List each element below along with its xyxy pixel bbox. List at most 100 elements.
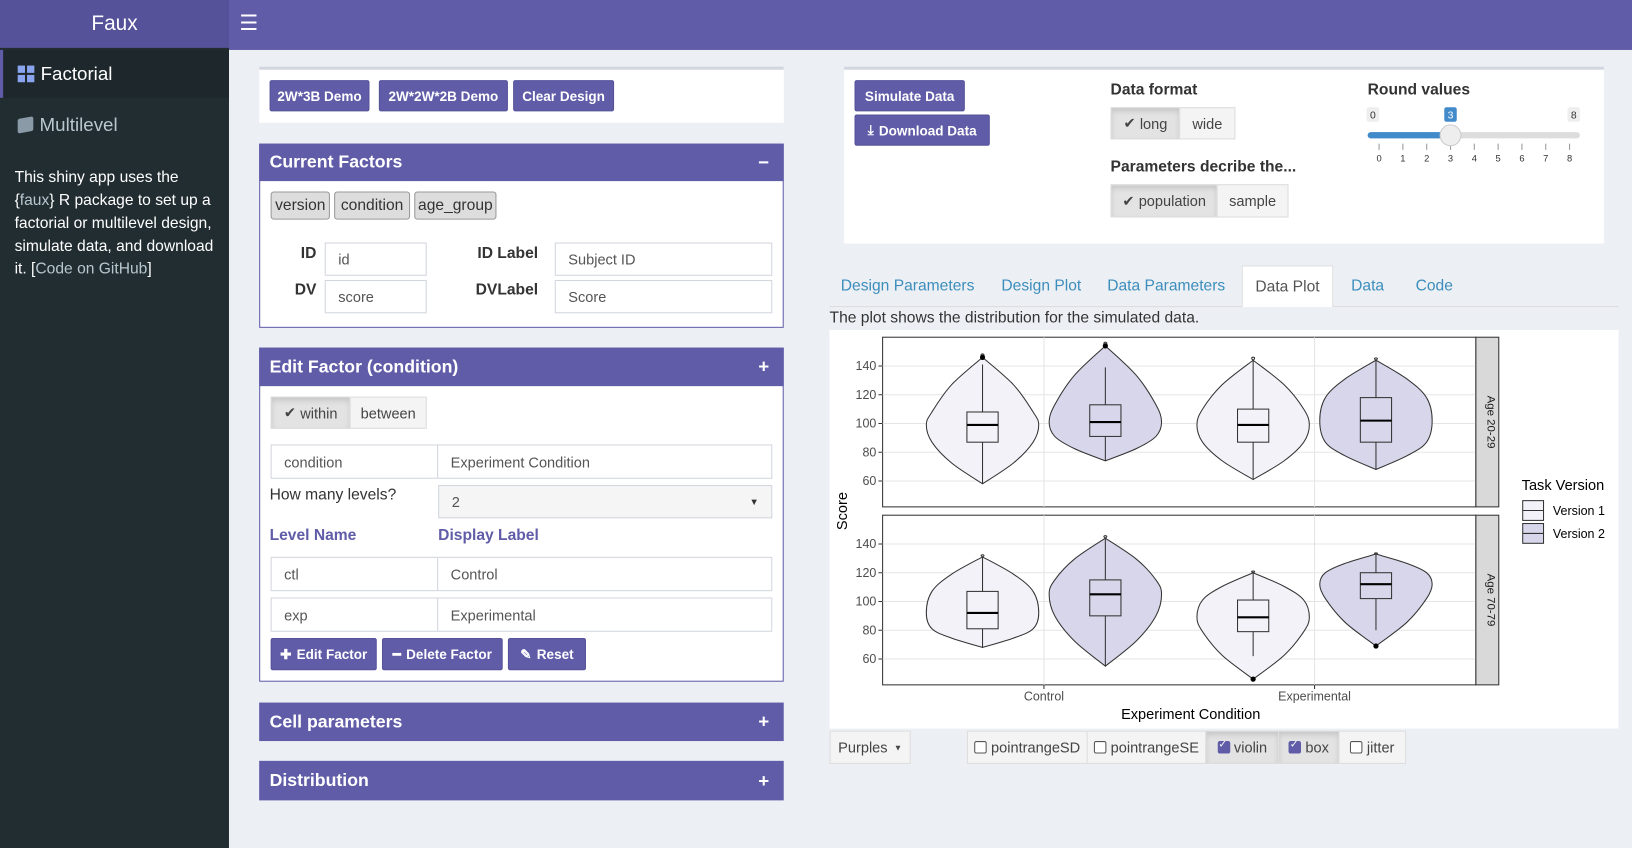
tab-active[interactable]: Data Plot <box>1241 265 1334 308</box>
checkbox-box <box>1288 739 1302 754</box>
button[interactable]: ━ Delete Factor <box>381 638 503 671</box>
tab[interactable]: Data <box>1351 276 1385 295</box>
slider-handle <box>1439 124 1462 147</box>
expand-icon[interactable]: + <box>758 769 770 791</box>
field-label: DVLabel <box>475 281 539 299</box>
y-tick-label: 100 <box>856 417 877 431</box>
checkbox[interactable]: pointrangeSE <box>1086 730 1207 764</box>
box <box>966 411 999 443</box>
box-header[interactable]: Cell parameters + <box>259 702 784 742</box>
button[interactable]: ✎ Reset <box>507 638 586 671</box>
check-icon: ✔ <box>1123 114 1136 132</box>
checkbox[interactable]: jitter <box>1338 730 1407 764</box>
box-header[interactable]: Edit Factor (condition) + <box>259 347 784 387</box>
toggle-button[interactable]: sample <box>1216 184 1289 218</box>
box-header[interactable]: Distribution + <box>259 760 784 801</box>
column-header: Display Label <box>438 526 539 545</box>
y-tick-label: 100 <box>856 595 877 609</box>
expand-icon[interactable]: + <box>758 710 770 732</box>
caret: ▼ <box>749 496 759 507</box>
column-header: Level Name <box>269 526 357 545</box>
text: } R package to set up a factorial or mul… <box>14 191 214 278</box>
sidebar <box>0 0 229 848</box>
text-input[interactable]: Control <box>437 556 773 592</box>
field-label: Round values <box>1367 81 1471 99</box>
tab[interactable]: Data Parameters <box>1107 276 1226 295</box>
button[interactable]: Clear Design <box>513 80 615 112</box>
text-input[interactable]: id <box>324 242 427 276</box>
tab-line <box>829 305 1619 308</box>
text-input[interactable]: ctl <box>270 556 439 592</box>
button[interactable]: ✚ Edit Factor <box>270 638 377 671</box>
y-tick-label: 140 <box>856 537 877 551</box>
logo: Faux <box>0 0 229 48</box>
strip-label: Age 70-79 <box>1484 574 1496 627</box>
text-input[interactable]: Subject ID <box>554 242 773 276</box>
select-value: 2 <box>451 493 460 510</box>
menu-label: Multilevel <box>39 113 118 135</box>
toggle-button[interactable]: ✔ within <box>270 396 351 429</box>
link[interactable]: faux <box>19 191 50 210</box>
y-tick-label: 80 <box>862 445 876 459</box>
check-icon: ✔ <box>1122 192 1135 209</box>
legend-label: Version 2 <box>1553 527 1605 541</box>
slider-min-box <box>1366 107 1380 122</box>
navbar <box>0 0 1632 50</box>
outlier <box>979 354 986 360</box>
menu-toggle[interactable]: ☰ <box>239 12 259 36</box>
button[interactable]: 2W*2W*2B Demo <box>378 80 508 112</box>
collapse-icon[interactable]: − <box>758 151 770 173</box>
legend-label: Version 1 <box>1553 504 1605 518</box>
menu-item[interactable]: Factorial <box>0 49 229 98</box>
checkbox-label: pointrangeSD <box>991 738 1081 756</box>
slider-value: 3 <box>1448 111 1454 122</box>
x-tick-label: Control <box>1024 689 1064 703</box>
text-input[interactable]: condition <box>270 444 439 479</box>
select[interactable]: 2 ▼ <box>438 485 773 519</box>
button[interactable]: ⤓ Download Data <box>854 114 990 146</box>
toggle-button[interactable]: ✔ long <box>1110 107 1181 140</box>
y-axis-title: Score <box>835 492 851 530</box>
box <box>966 590 999 630</box>
toggle-button[interactable]: wide <box>1179 107 1236 140</box>
factor-tag[interactable]: condition <box>334 191 411 220</box>
x-axis-title: Experiment Condition <box>1121 707 1260 723</box>
slider-tick-label: 4 <box>1472 153 1477 163</box>
factor-tag[interactable]: age_group <box>414 191 497 220</box>
button-label: long <box>1139 115 1168 132</box>
factor-tag[interactable]: version <box>270 191 330 220</box>
text-input[interactable]: score <box>324 279 427 314</box>
link[interactable]: Code on GitHub <box>35 260 148 278</box>
dropdown[interactable]: Purples ▼ <box>829 730 911 764</box>
button[interactable]: Simulate Data <box>854 80 965 112</box>
tab[interactable]: Design Parameters <box>840 276 975 295</box>
slider[interactable]: 0 8 3 0 1 2 3 4 5 6 7 8 <box>1353 104 1592 169</box>
field-label: DV <box>294 281 317 299</box>
slider-tick-label: 1 <box>1400 153 1405 163</box>
checkbox[interactable]: violin <box>1205 730 1280 764</box>
tab[interactable]: Code <box>1415 276 1453 295</box>
box <box>1089 579 1122 617</box>
toggle-button[interactable]: ✔ population <box>1110 184 1218 218</box>
checkbox-label: jitter <box>1366 738 1395 756</box>
icon <box>17 116 34 134</box>
slider-tick-label: 5 <box>1496 153 1501 163</box>
checkbox[interactable]: pointrangeSD <box>966 730 1088 764</box>
button-label: Edit Factor <box>296 646 368 662</box>
box-header[interactable]: Current Factors − <box>259 143 784 182</box>
menu-label: Factorial <box>40 62 113 84</box>
text-input[interactable]: exp <box>270 597 439 632</box>
text-input[interactable]: Experiment Condition <box>437 444 773 479</box>
menu-item[interactable]: Multilevel <box>0 102 229 148</box>
checkbox-box <box>1093 741 1107 754</box>
strip <box>1475 336 1500 508</box>
text-input[interactable]: Experimental <box>437 597 773 632</box>
button[interactable]: 2W*3B Demo <box>269 80 370 112</box>
toggle-button[interactable]: between <box>349 396 427 429</box>
expand-icon[interactable]: + <box>758 355 770 377</box>
slider-value-box <box>1444 107 1457 122</box>
checkbox[interactable]: box <box>1278 730 1340 764</box>
tab[interactable]: Design Plot <box>1001 276 1082 295</box>
text-input[interactable]: Score <box>554 279 773 314</box>
